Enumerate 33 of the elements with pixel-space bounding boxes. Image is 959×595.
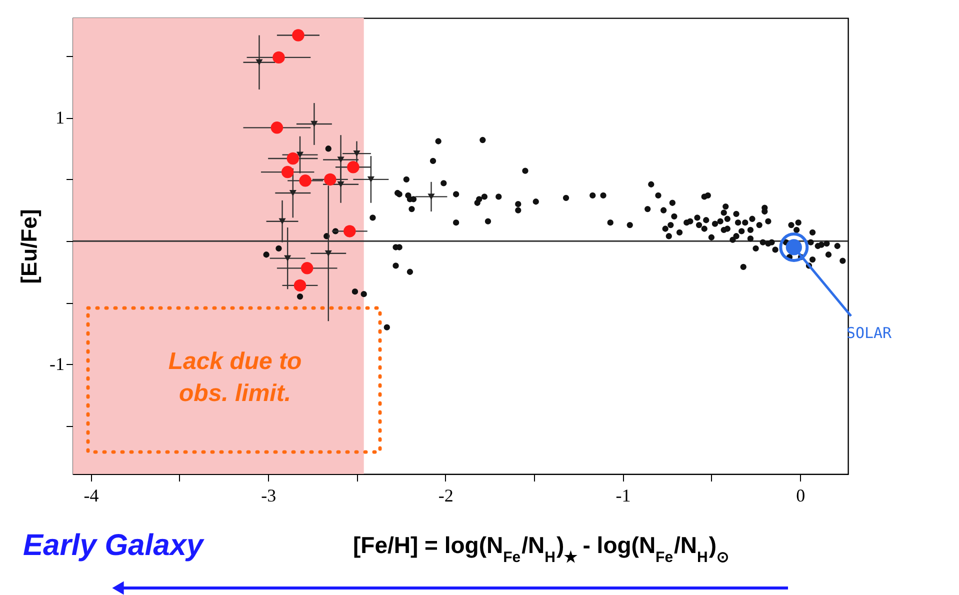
point [292,29,304,42]
point [281,166,294,178]
point [289,190,296,196]
point [367,176,374,183]
x-tick-label: 0 [796,486,806,506]
y-tick-label: 1 [56,107,64,128]
point [296,152,304,158]
point [270,122,284,134]
point [300,262,314,274]
point [310,120,318,128]
point [337,156,344,163]
point [278,218,286,224]
point [428,194,435,200]
text: Early Galaxy [23,529,204,562]
x-tick-label: -2 [438,486,454,506]
point [337,181,344,188]
point [299,174,312,187]
point [353,150,360,157]
point [324,173,336,186]
point [779,232,809,262]
x-tick-label: -3 [261,486,276,506]
point [324,250,332,256]
x-tick-label: -1 [616,486,631,506]
x-tick-label: -4 [84,486,99,506]
point [272,51,285,64]
point [294,279,306,292]
point [256,59,263,66]
point [344,225,356,238]
point [347,161,360,174]
point [286,152,300,165]
annotation: Lack due to obs. limit. [168,348,302,407]
point [284,255,292,262]
y-axis-title: [Eu/Fe] [16,209,42,284]
